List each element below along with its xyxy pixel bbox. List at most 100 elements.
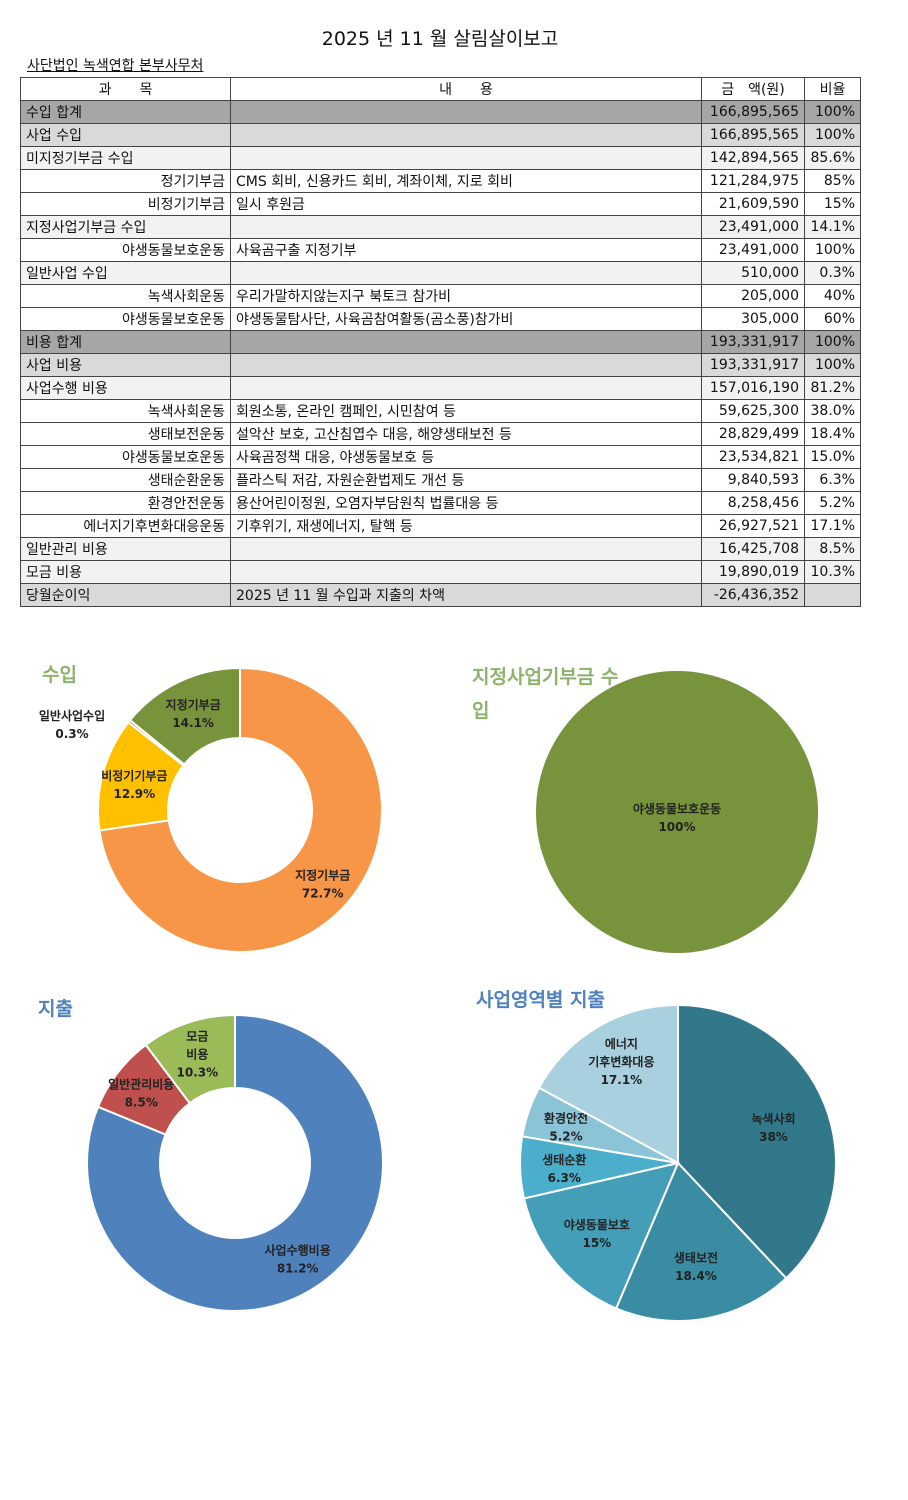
row-amount: 23,491,000: [701, 238, 805, 262]
table-row: 비정기기부금 일시 후원금 21,609,590 15%: [20, 192, 861, 216]
row-item: 수입 합계: [20, 100, 231, 124]
row-desc: 일시 후원금: [230, 192, 702, 216]
row-item: 사업 수입: [20, 123, 231, 147]
row-ratio: 0.3%: [804, 261, 861, 285]
slice-value: 81.2%: [277, 1261, 319, 1275]
row-item: 미지정기부금 수입: [20, 146, 231, 170]
row-item: 야생동물보호운동: [20, 238, 231, 262]
row-amount: 157,016,190: [701, 376, 805, 400]
row-amount: 16,425,708: [701, 537, 805, 561]
pie-slice: [522, 1161, 680, 1310]
row-item: 야생동물보호운동: [20, 307, 231, 331]
slice-value: 14.1%: [172, 716, 214, 730]
table-row: 정기기부금 CMS 회비, 신용카드 회비, 계좌이체, 지로 회비 121,284…: [20, 169, 861, 193]
pie-slice: [614, 1161, 788, 1322]
chart-title: 수입: [42, 664, 77, 686]
row-desc: 2025 년 11 월 수입과 지출의 차액: [230, 583, 702, 607]
table-row: 사업수행 비용 157,016,190 81.2%: [20, 376, 861, 400]
row-ratio: 100%: [804, 238, 861, 262]
table-row: 비용 합계 193,331,917 100%: [20, 330, 861, 354]
row-amount: 23,534,821: [701, 445, 805, 469]
row-amount: 166,895,565: [701, 123, 805, 147]
slice-value: 5.2%: [549, 1129, 582, 1143]
row-amount: 9,840,593: [701, 468, 805, 492]
header-amount: 금 액(원): [701, 77, 805, 101]
table-row: 수입 합계 166,895,565 100%: [20, 100, 861, 124]
pie-slice: [128, 666, 241, 766]
table-row: 생태보전운동 설악산 보호, 고산침엽수 대응, 해양생태보전 등 28,829,4…: [20, 422, 861, 446]
table-row: 녹색사회운동 회원소통, 온라인 캠페인, 시민참여 등 59,625,300 38.…: [20, 399, 861, 423]
slice-label: 야생동물보호운동: [633, 801, 721, 816]
row-ratio: 100%: [804, 353, 861, 377]
row-item: 생태보전운동: [20, 422, 231, 446]
chart-title: 지출: [38, 998, 73, 1020]
slice-label: 비정기기부금: [101, 768, 167, 783]
row-desc: 용산어린이정원, 오염자부담원칙 법률대응 등: [230, 491, 702, 515]
pie-slice: [144, 1013, 236, 1105]
row-amount: 8,258,456: [701, 491, 805, 515]
row-item: 환경안전운동: [20, 491, 231, 515]
pie-slice: [677, 1003, 837, 1280]
row-ratio: 81.2%: [804, 376, 861, 400]
row-desc: 우리가말하지않는지구 북토크 참가비: [230, 284, 702, 308]
row-desc: 회원소통, 온라인 캠페인, 시민참여 등: [230, 399, 702, 423]
slice-label: 야생동물보호: [564, 1217, 630, 1232]
table-row: 에너지기후변화대응운동 기후위기, 재생에너지, 탈핵 등 26,927,521 17…: [20, 514, 861, 538]
row-item: 비용 합계: [20, 330, 231, 354]
row-amount: 142,894,565: [701, 146, 805, 170]
row-desc: 야생동물탐사단, 사육곰참여활동(곰소풍)참가비: [230, 307, 702, 331]
table-row: 미지정기부금 수입 142,894,565 85.6%: [20, 146, 861, 170]
row-item: 지정사업기부금 수입: [20, 215, 231, 239]
row-desc: 설악산 보호, 고산침엽수 대응, 해양생태보전 등: [230, 422, 702, 446]
header-item: 과 목: [20, 77, 231, 101]
row-ratio: 10.3%: [804, 560, 861, 584]
row-amount: 19,890,019: [701, 560, 805, 584]
row-desc: [230, 215, 702, 239]
row-ratio: 17.1%: [804, 514, 861, 538]
table-row: 지정사업기부금 수입 23,491,000 14.1%: [20, 215, 861, 239]
row-desc: [230, 560, 702, 584]
table-row: 녹색사회운동 우리가말하지않는지구 북토크 참가비 205,000 40%: [20, 284, 861, 308]
row-amount: 23,491,000: [701, 215, 805, 239]
row-amount: 510,000: [701, 261, 805, 285]
slice-label: 환경안전: [544, 1110, 588, 1125]
pie-slice: [98, 666, 383, 953]
row-desc: [230, 123, 702, 147]
row-amount: 26,927,521: [701, 514, 805, 538]
slice-value: 6.3%: [548, 1171, 581, 1185]
slice-label: 지정기부금: [295, 868, 350, 883]
slice-label: 생태순환: [542, 1152, 586, 1167]
slice-label: 모금: [186, 1030, 208, 1044]
table-row: 환경안전운동 용산어린이정원, 오염자부담원칙 법률대응 등 8,258,456 5.…: [20, 491, 861, 515]
budget-table: 과 목 내 용 금 액(원) 비율 수입 합계 166,895,565 100% 사업…: [20, 77, 861, 607]
pie-slice: [86, 1013, 384, 1312]
pie-slice: [536, 671, 818, 953]
slice-label: 일반사업수입: [39, 708, 105, 723]
slice-label: 일반관리비용: [108, 1077, 174, 1092]
table-row: 사업 비용 193,331,917 100%: [20, 353, 861, 377]
table-row: 야생동물보호운동 야생동물탐사단, 사육곰참여활동(곰소풍)참가비 305,000 6…: [20, 307, 861, 331]
row-desc: [230, 537, 702, 561]
slice-value: 17.1%: [601, 1073, 643, 1087]
table-row: 당월순이익 2025 년 11 월 수입과 지출의 차액 -26,436,352: [20, 583, 861, 607]
slice-value: 72.7%: [302, 887, 344, 901]
slice-label: 기후변화대응: [588, 1054, 654, 1069]
slice-value: 12.9%: [114, 787, 156, 801]
slice-label: 비용: [186, 1047, 208, 1062]
row-item: 모금 비용: [20, 560, 231, 584]
row-ratio: 100%: [804, 123, 861, 147]
slice-label: 에너지: [605, 1036, 638, 1051]
slice-label: 사업수행비용: [265, 1242, 331, 1257]
row-amount: 21,609,590: [701, 192, 805, 216]
slice-value: 8.5%: [125, 1096, 158, 1110]
row-amount: 121,284,975: [701, 169, 805, 193]
row-amount: 193,331,917: [701, 353, 805, 377]
table-row: 일반관리 비용 16,425,708 8.5%: [20, 537, 861, 561]
slice-value: 15%: [582, 1236, 611, 1250]
row-desc: [230, 353, 702, 377]
row-desc: [230, 376, 702, 400]
row-amount: -26,436,352: [701, 583, 805, 607]
row-desc: 기후위기, 재생에너지, 탈핵 등: [230, 514, 702, 538]
